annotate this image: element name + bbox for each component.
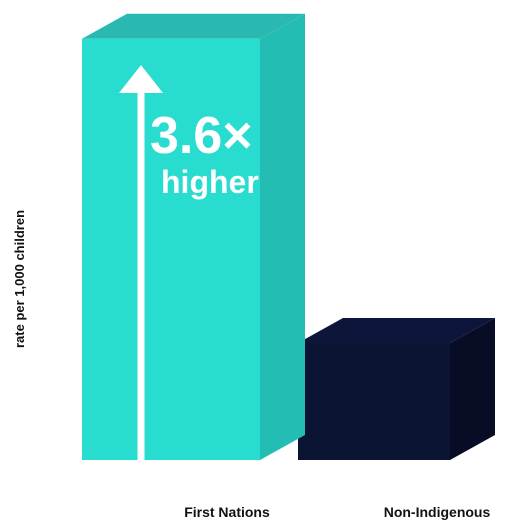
bars-group: [82, 13, 495, 461]
y-axis-label: rate per 1,000 children: [12, 210, 27, 348]
bar-side-non-indigenous: [450, 318, 495, 460]
bar-top-first-nations: [82, 13, 305, 39]
category-label-non-indigenous: Non-Indigenous: [384, 504, 491, 520]
bar-first-nations: [82, 38, 260, 461]
annotation-multiplier: 3.6×: [150, 107, 253, 165]
arrow-head: [119, 65, 163, 93]
bar-non-indigenous: [298, 343, 450, 460]
category-label-first-nations: First Nations: [184, 504, 270, 520]
increase-arrow: [119, 65, 163, 460]
bar-top-non-indigenous: [298, 318, 495, 343]
annotation-higher: higher: [161, 164, 259, 200]
bar-side-first-nations: [260, 13, 305, 461]
